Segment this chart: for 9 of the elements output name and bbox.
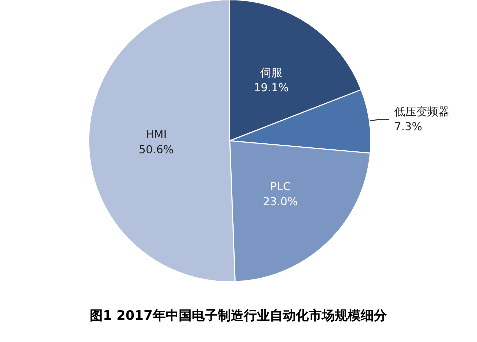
slice-label: 低压变频器 xyxy=(394,106,450,119)
slice-label: HMI xyxy=(146,128,168,142)
data-label: 23.0% xyxy=(263,195,298,208)
data-label: 7.3% xyxy=(394,120,422,134)
text: 图1 2017年中国电子制造行业自动化市场规模细分 xyxy=(90,308,388,324)
data-label: 50.6% xyxy=(139,143,174,156)
data-label: 19.1% xyxy=(254,81,289,94)
slice-label: 伺服 xyxy=(260,66,283,80)
slice-label: PLC xyxy=(270,180,292,194)
